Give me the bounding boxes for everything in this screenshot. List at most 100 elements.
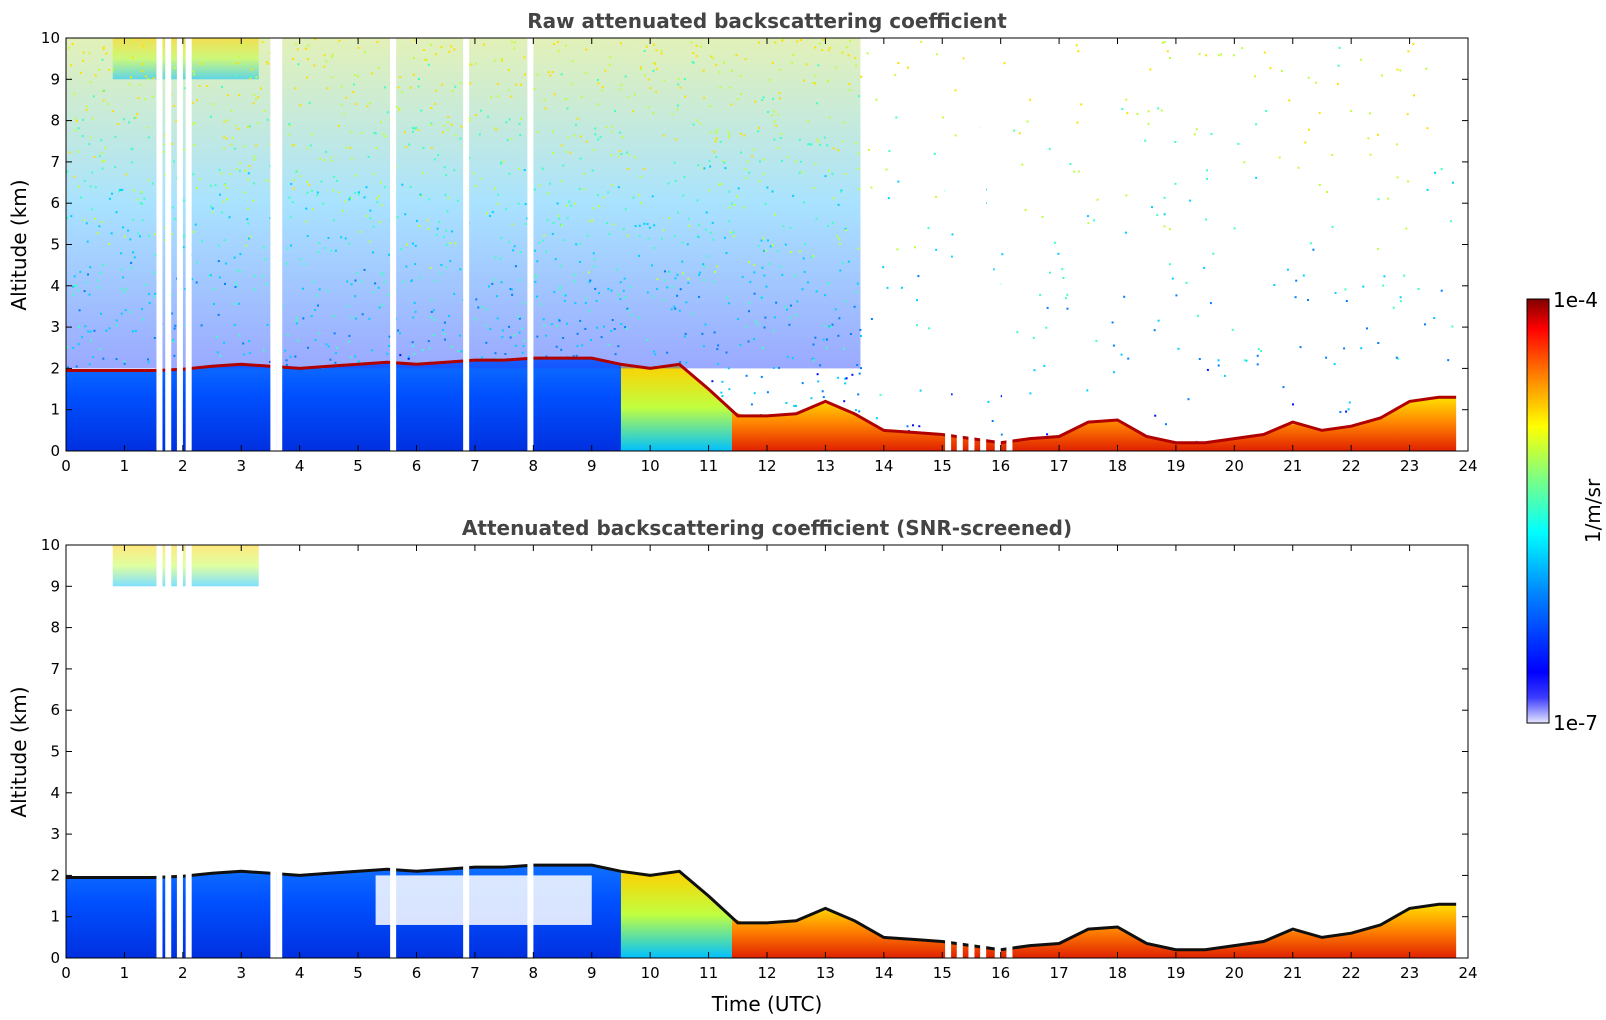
colorbar-scale xyxy=(1526,298,1550,724)
x-tick-label: 0 xyxy=(61,964,71,982)
data-gap xyxy=(527,38,534,451)
x-tick-label: 3 xyxy=(236,964,246,982)
heatmap xyxy=(66,545,1463,958)
data-gap xyxy=(165,545,172,958)
data-gap xyxy=(1456,545,1463,958)
y-tick-label: 10 xyxy=(41,536,60,554)
x-tick-label: 3 xyxy=(236,457,246,475)
data-gap xyxy=(968,545,975,958)
x-tick-label: 4 xyxy=(295,457,305,475)
x-tick-label: 19 xyxy=(1166,457,1185,475)
y-tick-label: 6 xyxy=(50,701,60,719)
x-tick-label: 20 xyxy=(1225,457,1244,475)
x-tick-label: 8 xyxy=(529,457,539,475)
y-ticks: 0 1 2 3 4 5 6 7 8 9 10 xyxy=(41,536,1468,967)
x-tick-label: 14 xyxy=(874,964,893,982)
x-tick-label: 17 xyxy=(1050,964,1069,982)
x-tick-label: 17 xyxy=(1050,457,1069,475)
x-tick-label: 1 xyxy=(120,964,130,982)
data-gap xyxy=(980,545,987,958)
raw-backscatter-panel: Raw attenuated backscattering coefficien… xyxy=(7,9,1478,475)
x-tick-label: 6 xyxy=(412,457,422,475)
data-gap xyxy=(527,545,534,958)
y-tick-label: 0 xyxy=(50,442,60,460)
data-gap xyxy=(270,38,277,451)
data-gap xyxy=(276,545,283,958)
y-tick-label: 4 xyxy=(50,784,60,802)
y-tick-label: 10 xyxy=(41,29,60,47)
boundary-layer-region xyxy=(66,358,621,451)
x-axis-label: Time (UTC) xyxy=(711,992,823,1016)
x-tick-label: 1 xyxy=(120,457,130,475)
x-tick-label: 15 xyxy=(933,457,952,475)
y-tick-label: 2 xyxy=(50,866,60,884)
x-tick-label: 19 xyxy=(1166,964,1185,982)
x-tick-label: 23 xyxy=(1400,457,1419,475)
y-tick-label: 3 xyxy=(50,318,60,336)
x-tick-label: 2 xyxy=(178,964,188,982)
x-tick-label: 22 xyxy=(1342,457,1361,475)
x-tick-label: 16 xyxy=(991,457,1010,475)
x-tick-label: 12 xyxy=(757,964,776,982)
y-tick-label: 7 xyxy=(50,153,60,171)
data-gap xyxy=(185,545,192,958)
x-ticks: 0 1 2 3 4 5 6 7 8 9 10 11 12 13 14 15 16 17 18 19 20 21 22 23 24 xyxy=(61,38,1478,475)
y-tick-label: 9 xyxy=(50,577,60,595)
y-axis-label: Altitude (km) xyxy=(7,686,31,817)
x-tick-label: 18 xyxy=(1108,964,1127,982)
y-tick-label: 0 xyxy=(50,949,60,967)
x-tick-label: 8 xyxy=(529,964,539,982)
x-tick-label: 6 xyxy=(412,964,422,982)
data-gap xyxy=(463,38,470,451)
x-tick-label: 5 xyxy=(353,964,363,982)
x-tick-label: 15 xyxy=(933,964,952,982)
x-tick-label: 14 xyxy=(874,457,893,475)
data-gap xyxy=(270,545,277,958)
data-gap xyxy=(176,545,183,958)
x-tick-label: 9 xyxy=(587,457,597,475)
data-gap xyxy=(165,38,172,451)
heatmap xyxy=(66,38,1463,451)
x-tick-label: 22 xyxy=(1342,964,1361,982)
x-tick-label: 13 xyxy=(816,964,835,982)
x-tick-label: 11 xyxy=(699,964,718,982)
data-gap xyxy=(945,38,952,451)
data-gap xyxy=(968,38,975,451)
x-tick-label: 10 xyxy=(641,964,660,982)
data-gap xyxy=(390,38,397,451)
x-ticks: 0 1 2 3 4 5 6 7 8 9 10 11 12 13 14 15 16 17 18 19 20 21 22 23 24 xyxy=(61,545,1478,982)
data-gap xyxy=(1006,38,1013,451)
x-tick-label: 21 xyxy=(1283,964,1302,982)
data-gap xyxy=(276,38,283,451)
data-gap xyxy=(956,38,963,451)
y-tick-label: 5 xyxy=(50,743,60,761)
x-tick-label: 18 xyxy=(1108,457,1127,475)
panel-title: Raw attenuated backscattering coefficien… xyxy=(527,9,1007,33)
boundary-layer-region xyxy=(731,397,1457,451)
cloud-base-line xyxy=(66,863,1457,952)
x-tick-label: 11 xyxy=(699,457,718,475)
data-gap xyxy=(176,38,183,451)
colorbar-unit-label: 1/m/sr xyxy=(1581,478,1605,543)
boundary-layer-region xyxy=(731,904,1457,958)
x-tick-label: 24 xyxy=(1458,457,1477,475)
y-tick-label: 9 xyxy=(50,70,60,88)
data-gap xyxy=(994,545,1001,958)
colorbar-min-label: 1e-7 xyxy=(1553,711,1598,735)
x-tick-label: 10 xyxy=(641,457,660,475)
data-gap xyxy=(1456,38,1463,451)
screened-gap xyxy=(375,875,592,925)
snr-screened-panel: Attenuated backscattering coefficient (S… xyxy=(7,516,1478,1016)
y-tick-label: 1 xyxy=(50,908,60,926)
x-tick-label: 23 xyxy=(1400,964,1419,982)
data-gap xyxy=(463,545,470,958)
data-gap xyxy=(956,545,963,958)
x-tick-label: 5 xyxy=(353,457,363,475)
x-tick-label: 12 xyxy=(757,457,776,475)
data-gap xyxy=(945,545,952,958)
x-tick-label: 0 xyxy=(61,457,71,475)
data-gap xyxy=(390,545,397,958)
y-tick-label: 4 xyxy=(50,277,60,295)
data-gap xyxy=(156,38,163,451)
cloud-base-line xyxy=(66,356,1457,445)
